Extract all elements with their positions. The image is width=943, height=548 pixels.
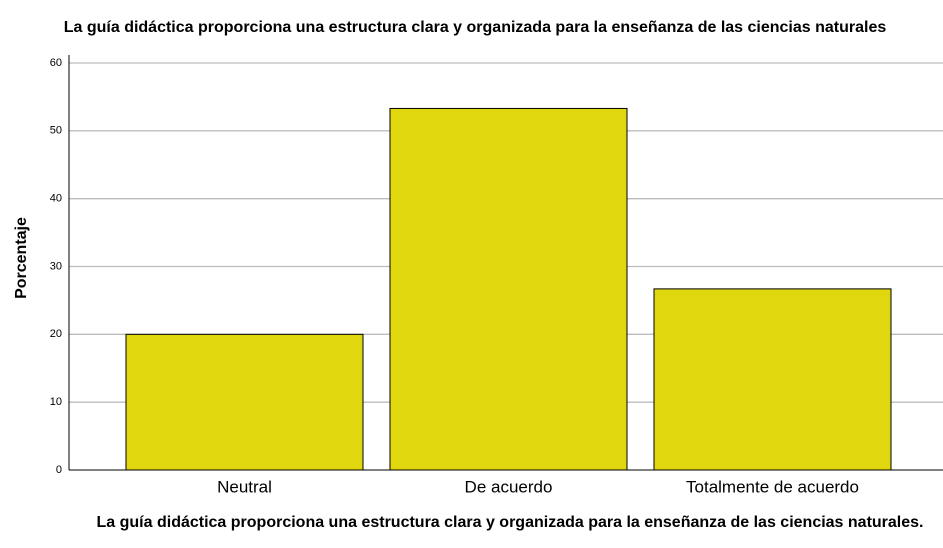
- bar: [653, 288, 892, 471]
- x-tick-label: De acuerdo: [465, 477, 553, 496]
- bar: [125, 333, 364, 471]
- y-tick-label: 30: [50, 260, 62, 272]
- bar: [389, 107, 628, 471]
- y-tick-label: 10: [50, 396, 62, 408]
- y-tick-label: 60: [50, 57, 62, 69]
- chart-title: La guía didáctica proporciona una estruc…: [64, 19, 887, 36]
- x-axis-label: La guía didáctica proporciona una estruc…: [96, 514, 924, 531]
- y-tick-label: 50: [50, 125, 62, 137]
- y-tick-label: 40: [50, 193, 62, 205]
- y-tick-label: 0: [56, 464, 62, 476]
- x-tick-label: Totalmente de acuerdo: [686, 477, 859, 496]
- y-axis-label: Porcentaje: [13, 217, 30, 299]
- x-tick-label: Neutral: [217, 477, 272, 496]
- y-tick-label: 20: [50, 328, 62, 340]
